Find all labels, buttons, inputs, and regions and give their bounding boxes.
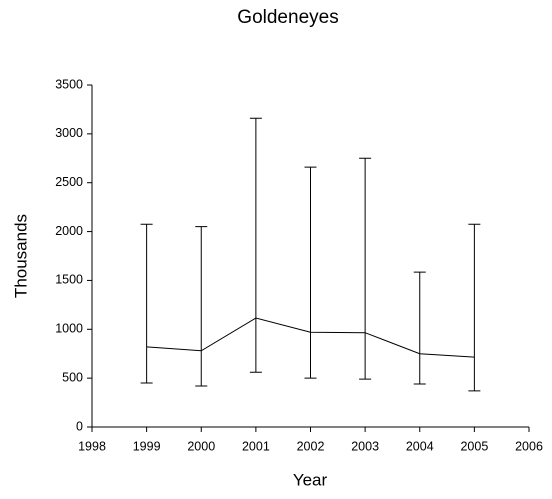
x-tick-label: 2000: [187, 439, 215, 453]
y-tick-label: 0: [76, 419, 83, 433]
y-tick-label: 2000: [55, 224, 83, 238]
x-tick-label: 2003: [351, 439, 379, 453]
x-tick-label: 2005: [460, 439, 488, 453]
chart-title: Goldeneyes: [237, 7, 338, 28]
error-bar: [304, 166, 317, 379]
x-tick-label: 1998: [78, 439, 106, 453]
x-axis-title: Year: [293, 470, 328, 489]
error-bar: [249, 117, 262, 373]
x-tick-label: 1999: [133, 439, 161, 453]
error-bar: [359, 157, 372, 380]
y-tick-label: 3000: [55, 126, 83, 140]
y-tick-label: 500: [62, 370, 83, 384]
y-tick-label: 2500: [55, 175, 83, 189]
y-tick-label: 1000: [55, 322, 83, 336]
y-tick-label: 3500: [55, 77, 83, 91]
y-axis-title: Thousands: [11, 214, 30, 298]
x-tick-label: 2004: [406, 439, 434, 453]
x-tick-label: 2001: [242, 439, 270, 453]
x-tick-label: 2002: [297, 439, 325, 453]
data-line: [146, 317, 475, 358]
x-tick-label: 2006: [515, 439, 543, 453]
error-bar: [468, 223, 481, 392]
y-tick-label: 1500: [55, 273, 83, 287]
error-bar: [140, 223, 153, 384]
error-bar: [413, 271, 426, 385]
error-bar: [195, 226, 208, 387]
